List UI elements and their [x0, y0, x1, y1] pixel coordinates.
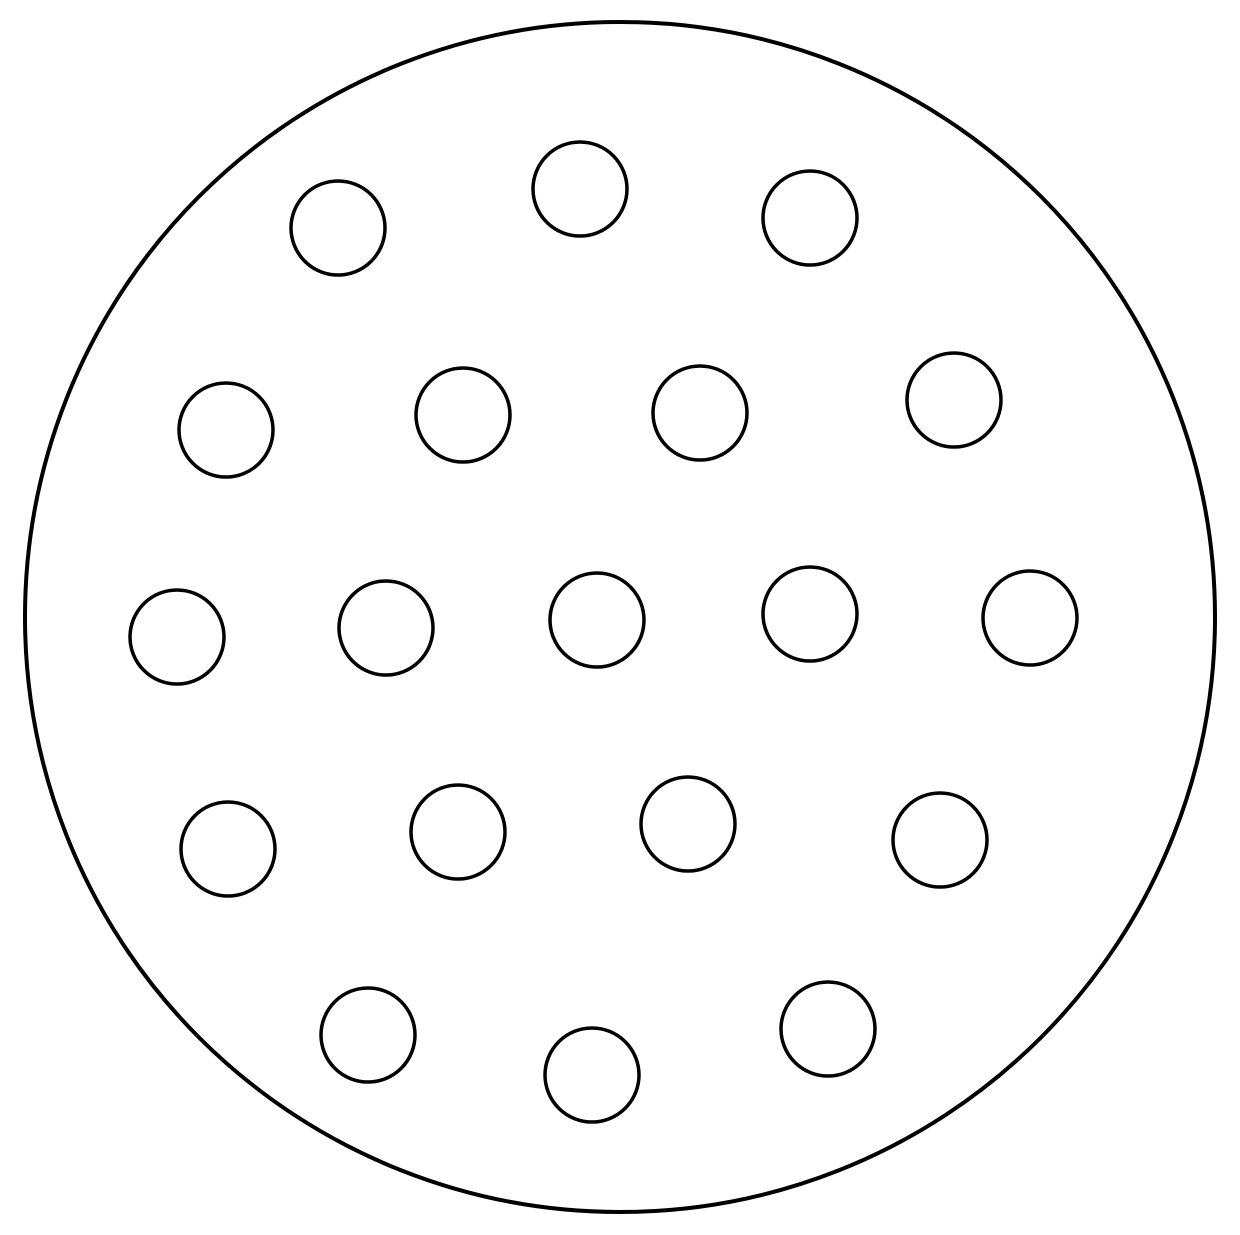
hole-circle: [179, 383, 273, 477]
hole-circle: [416, 368, 510, 462]
hole-circle: [641, 777, 735, 871]
hole-circle: [983, 571, 1077, 665]
outer-circle: [25, 22, 1215, 1212]
hole-circle: [291, 181, 385, 275]
hole-circle: [763, 567, 857, 661]
hole-circle: [653, 366, 747, 460]
hole-circle: [545, 1028, 639, 1122]
hole-circle: [550, 573, 644, 667]
hole-circle: [781, 982, 875, 1076]
hole-circle: [321, 988, 415, 1082]
hole-circle: [763, 171, 857, 265]
hole-circle: [130, 590, 224, 684]
hole-circle: [411, 785, 505, 879]
hole-circle: [339, 581, 433, 675]
hole-circle: [893, 793, 987, 887]
hole-circle: [181, 802, 275, 896]
hole-circle: [533, 142, 627, 236]
holes-group: [130, 142, 1077, 1122]
hole-circle: [907, 353, 1001, 447]
perforated-disc-diagram: [0, 0, 1240, 1235]
